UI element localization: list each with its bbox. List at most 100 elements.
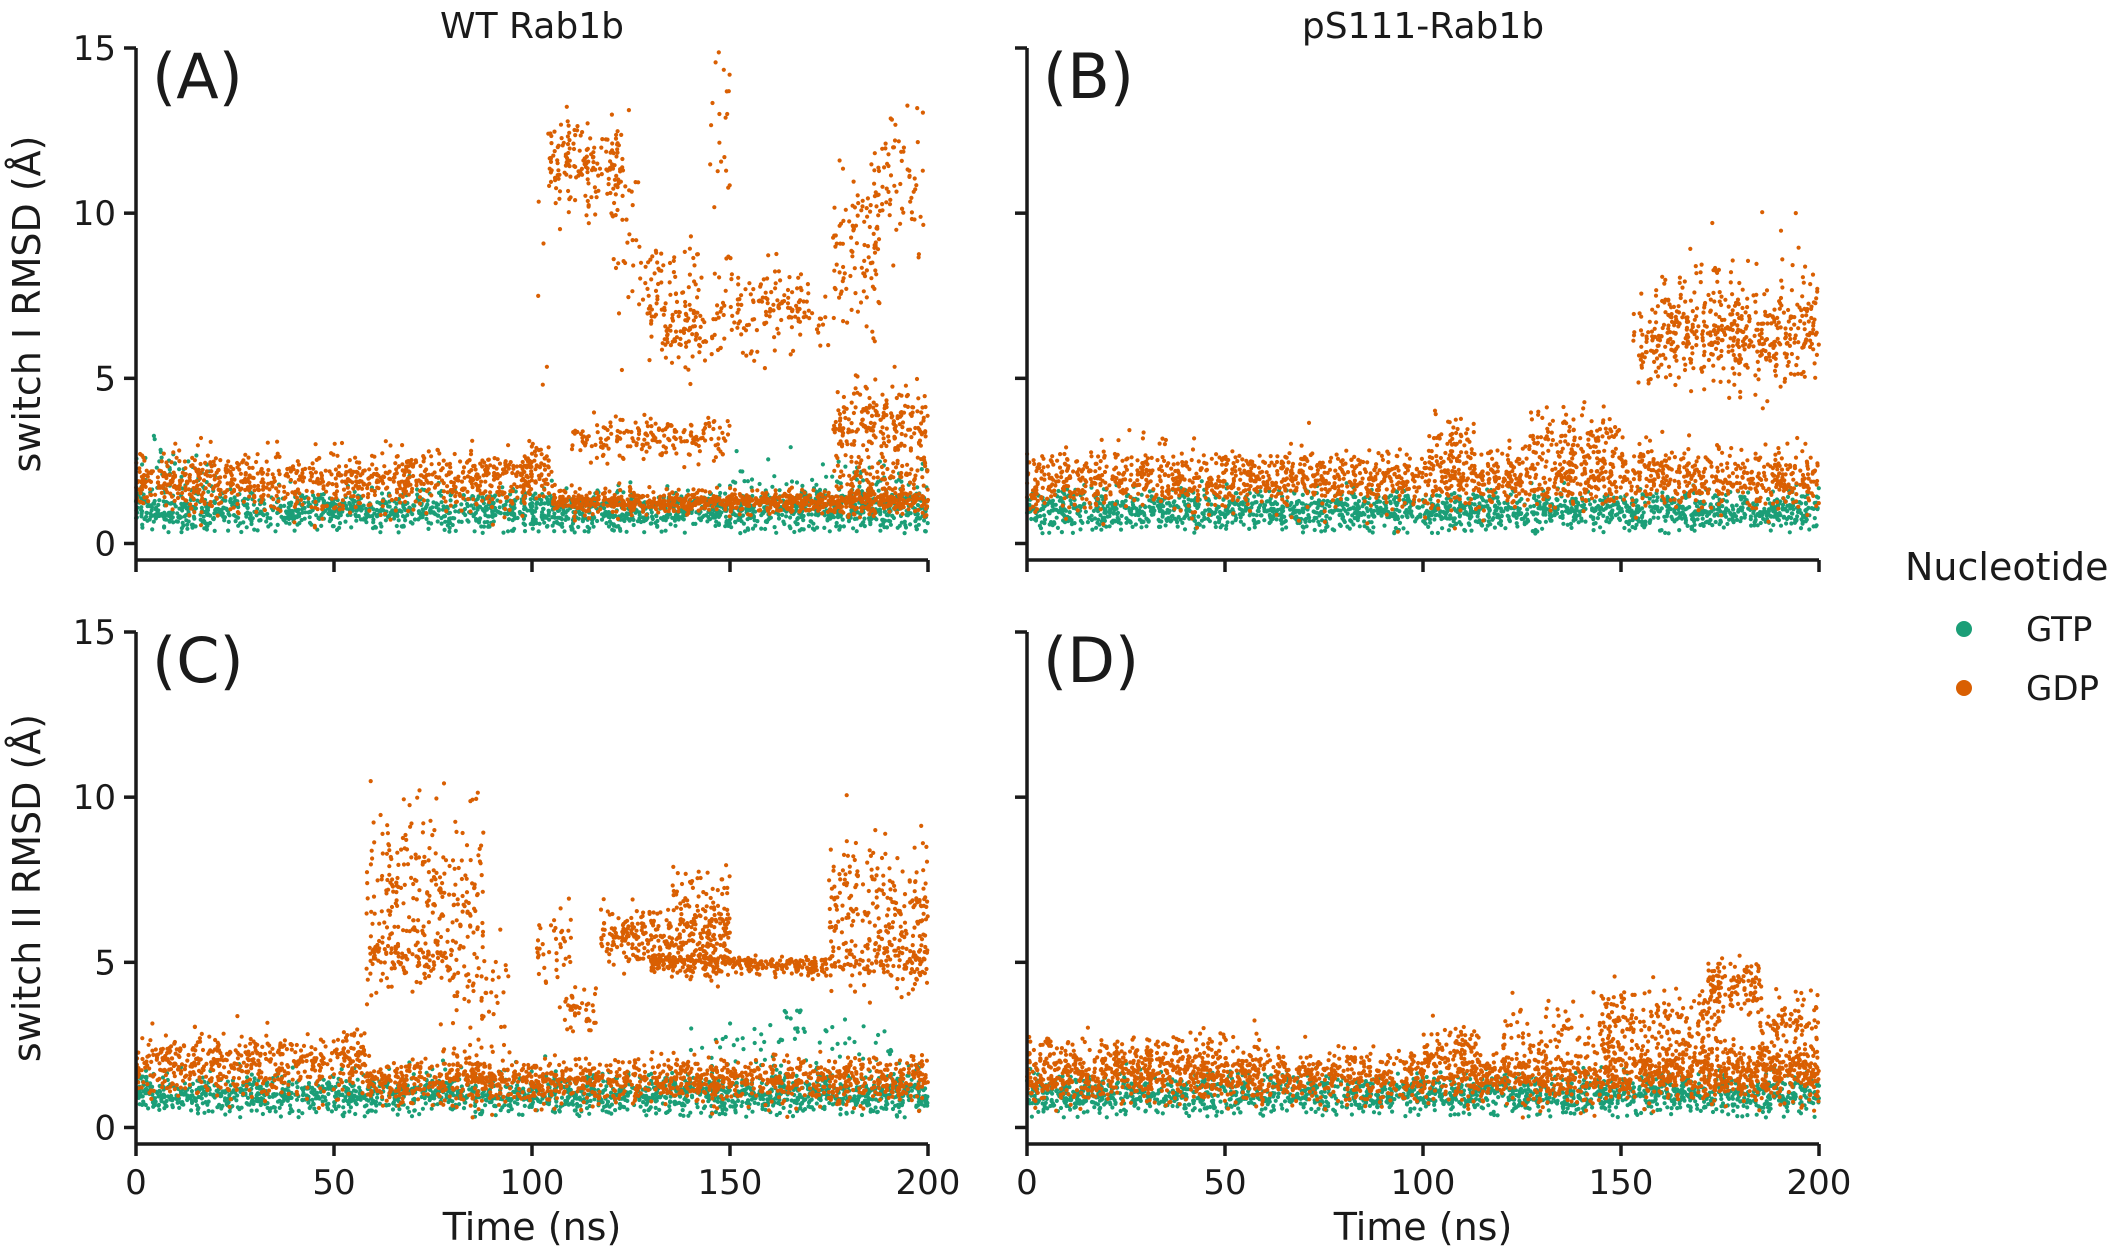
data-point: [765, 506, 770, 511]
data-point: [424, 516, 429, 522]
data-point: [575, 128, 580, 133]
data-point: [772, 269, 778, 274]
data-point: [764, 519, 769, 524]
data-point: [744, 353, 749, 358]
data-point: [868, 209, 873, 214]
data-point: [858, 474, 863, 479]
data-point: [347, 490, 352, 495]
data-point: [564, 172, 569, 177]
data-point: [162, 495, 167, 500]
data-point: [664, 487, 669, 492]
data-point: [916, 255, 921, 260]
data-point: [645, 286, 650, 291]
data-point: [832, 423, 837, 428]
data-point: [583, 193, 588, 198]
data-point: [612, 492, 617, 498]
data-point: [319, 512, 324, 518]
data-point: [774, 251, 779, 257]
data-point: [565, 134, 571, 139]
column-title-wt: WT Rab1b: [440, 6, 624, 47]
data-point: [351, 493, 356, 499]
data-point: [834, 524, 839, 529]
data-point: [734, 449, 739, 454]
data-point: [404, 482, 410, 488]
data-point: [269, 480, 274, 485]
data-point: [475, 472, 480, 477]
data-point: [292, 492, 297, 497]
data-point: [880, 202, 885, 207]
data-point: [633, 420, 638, 425]
data-point: [478, 491, 483, 496]
data-point: [880, 392, 885, 397]
data-point: [459, 508, 464, 513]
data-point: [862, 271, 867, 276]
data-point: [732, 320, 737, 325]
data-point: [452, 516, 457, 521]
data-point: [495, 457, 500, 462]
data-point: [139, 505, 144, 510]
data-point: [357, 460, 362, 465]
data-point: [179, 526, 184, 531]
data-point: [844, 504, 849, 509]
data-point: [817, 487, 823, 492]
data-point: [546, 464, 551, 469]
data-point: [579, 506, 585, 511]
data-point: [552, 506, 557, 511]
data-point: [240, 460, 245, 465]
data-point: [912, 431, 917, 436]
data-point: [757, 481, 762, 487]
data-point: [198, 523, 204, 528]
data-point: [448, 503, 453, 508]
data-point: [274, 486, 279, 491]
data-point: [751, 287, 756, 292]
data-point: [376, 486, 381, 491]
data-point: [846, 417, 851, 422]
data-point: [790, 307, 795, 312]
data-point: [887, 475, 893, 480]
data-point: [510, 470, 515, 476]
data-point: [923, 464, 928, 469]
data-point: [400, 462, 405, 467]
data-point: [355, 470, 360, 475]
data-point: [864, 295, 869, 300]
data-point: [465, 489, 470, 494]
data-point: [232, 487, 237, 492]
data-point: [534, 521, 539, 526]
data-point: [824, 474, 829, 479]
data-point: [576, 173, 581, 178]
data-point: [899, 158, 904, 163]
data-point: [604, 437, 609, 442]
data-point: [666, 436, 671, 441]
data-point: [264, 519, 269, 524]
data-point: [474, 501, 479, 506]
data-point: [752, 317, 757, 322]
data-point: [295, 469, 300, 474]
data-point: [155, 475, 160, 480]
data-point: [226, 519, 231, 525]
data-point: [514, 464, 520, 469]
data-point: [316, 492, 321, 497]
data-point: [717, 111, 722, 117]
data-point: [659, 347, 665, 352]
data-point: [682, 326, 687, 331]
data-point: [557, 227, 563, 232]
data-point: [307, 520, 313, 526]
data-point: [633, 493, 638, 498]
data-point: [657, 439, 662, 444]
data-point: [394, 523, 399, 529]
data-point: [922, 394, 927, 399]
data-point: [285, 466, 290, 472]
data-point: [727, 514, 732, 519]
data-point: [591, 160, 596, 165]
data-point: [174, 455, 179, 460]
data-point: [893, 504, 898, 509]
data-point: [851, 410, 857, 416]
data-point: [811, 488, 816, 493]
data-point: [241, 499, 246, 504]
data-point: [147, 487, 153, 492]
data-point: [869, 162, 874, 167]
data-point: [849, 400, 854, 405]
data-point: [746, 500, 751, 505]
data-point: [580, 498, 585, 503]
data-point: [167, 519, 172, 524]
